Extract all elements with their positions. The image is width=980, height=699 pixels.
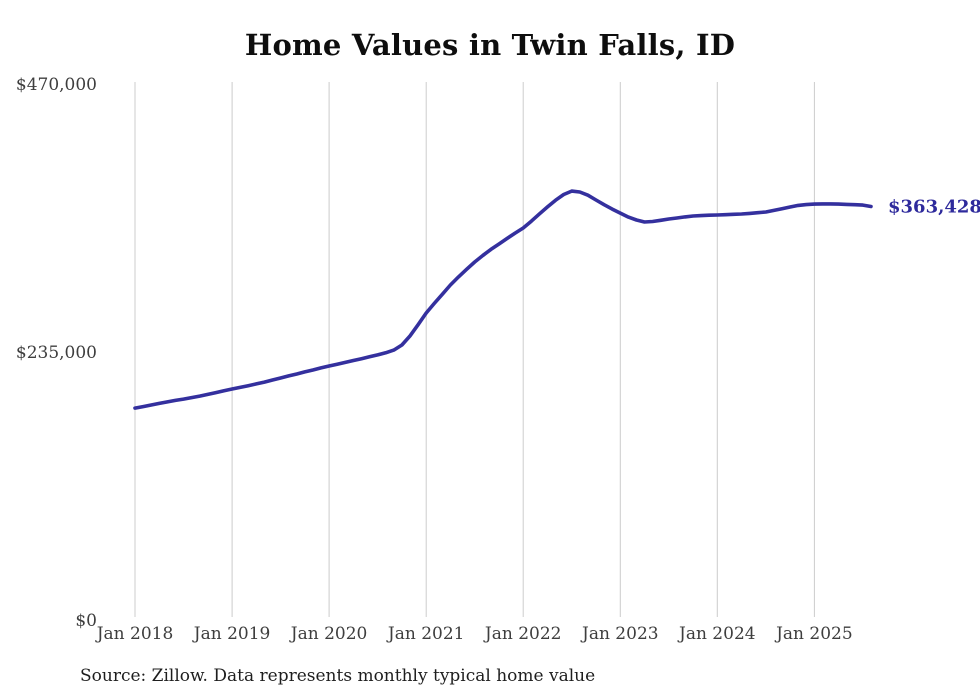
home-value-line (133, 189, 873, 410)
x-axis-tick-label: Jan 2021 (387, 624, 465, 644)
x-axis-tick-label: Jan 2024 (679, 624, 756, 644)
chart-title: Home Values in Twin Falls, ID (244, 28, 736, 62)
y-axis-tick-label: $470,000 (15, 75, 97, 95)
source-note: Source: Zillow. Data represents monthly … (80, 666, 596, 686)
x-axis-tick-label: Jan 2022 (484, 624, 562, 644)
x-axis-tick-label: Jan 2023 (582, 624, 659, 644)
gridlines (134, 82, 815, 617)
x-axis-tick-label: Jan 2019 (193, 624, 271, 644)
x-axis-tick-label: Jan 2020 (290, 624, 368, 644)
y-axis-tick-label: $235,000 (15, 343, 97, 363)
x-axis-tick-label: Jan 2025 (776, 624, 853, 644)
x-axis-tick-label: Jan 2018 (96, 624, 174, 644)
latest-value-label: $363,428 (888, 196, 980, 217)
y-axis-tick-label: $0 (75, 611, 97, 631)
